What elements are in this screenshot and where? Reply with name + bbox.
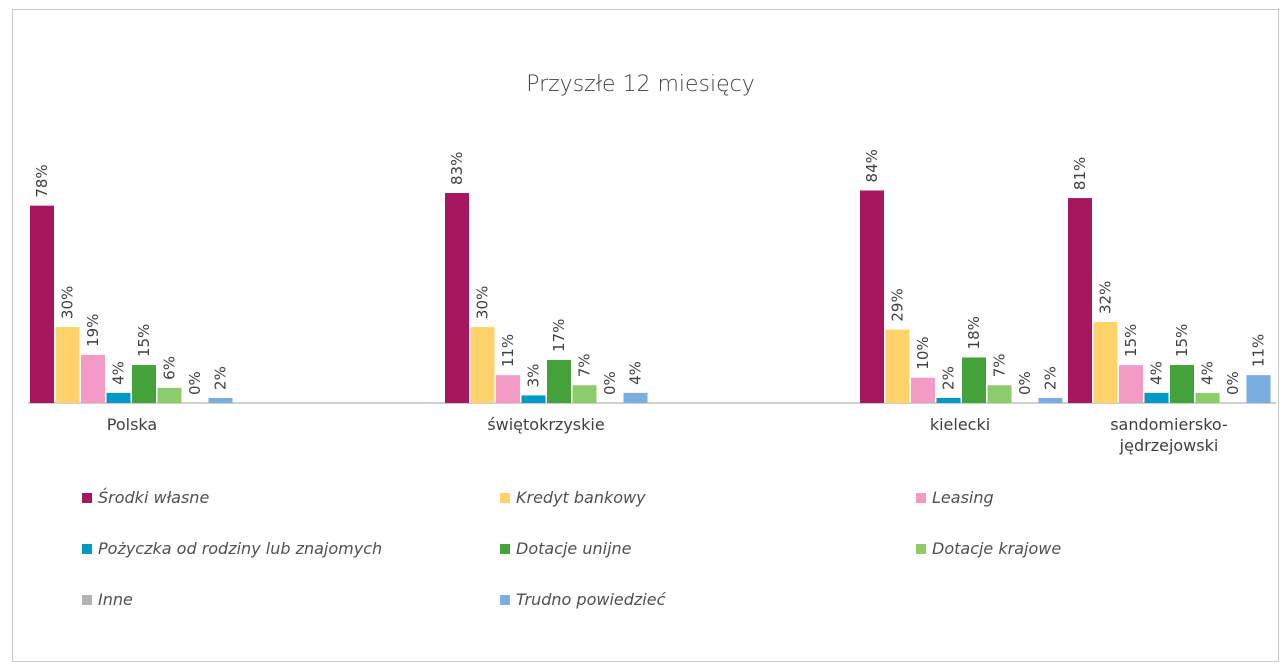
bar [1144, 392, 1169, 403]
data-label: 4% [1199, 361, 1217, 385]
data-label: 4% [627, 361, 645, 385]
legend-swatch [82, 492, 92, 503]
data-label: 11% [499, 334, 517, 367]
category-label: sandomiersko- [1110, 415, 1228, 434]
bar [55, 327, 80, 403]
legend-swatch [82, 543, 92, 554]
bar [547, 359, 571, 403]
bar [1093, 322, 1118, 403]
legend-swatch [916, 492, 926, 503]
bar [911, 377, 935, 403]
legend-item: Dotacje unijne [500, 539, 632, 558]
chart-frame [12, 9, 1279, 662]
data-label: 19% [84, 314, 102, 347]
data-label: 0% [601, 371, 619, 395]
bar [81, 354, 105, 403]
data-label: 18% [965, 316, 983, 349]
legend-label: Dotacje unijne [516, 539, 632, 558]
legend-item: Leasing [916, 488, 994, 507]
bar [30, 205, 54, 403]
bar [496, 375, 520, 403]
category-label: świętokrzyskie [487, 415, 604, 434]
bar [885, 329, 910, 403]
data-label: 17% [550, 319, 568, 352]
data-label: 32% [1097, 281, 1115, 314]
bar [521, 395, 546, 403]
data-label: 15% [1122, 324, 1140, 357]
bar [860, 190, 884, 403]
data-label: 2% [940, 366, 958, 390]
bar [987, 385, 1012, 403]
bar [470, 327, 495, 403]
bar [106, 392, 131, 403]
bar [1038, 397, 1063, 403]
legend-label: Kredyt bankowy [516, 488, 646, 507]
bar [1246, 375, 1271, 403]
bar [157, 387, 182, 403]
data-label: 7% [576, 353, 594, 377]
data-label: 29% [889, 288, 907, 321]
bar [1195, 392, 1220, 403]
data-label: 15% [135, 324, 153, 357]
data-label: 15% [1173, 324, 1191, 357]
legend-label: Leasing [932, 488, 994, 507]
legend-swatch [500, 594, 510, 605]
bar [445, 193, 469, 403]
data-label: 7% [991, 353, 1009, 377]
legend-label: Środki własne [98, 488, 210, 507]
bar [1068, 198, 1092, 403]
legend-item: Inne [82, 590, 133, 609]
legend-item: Środki własne [82, 488, 209, 507]
data-label: 83% [448, 152, 466, 185]
data-label: 4% [1148, 361, 1166, 385]
data-label: 6% [161, 356, 179, 380]
legend-swatch [500, 543, 510, 554]
bar [572, 385, 597, 403]
legend-item: Kredyt bankowy [500, 488, 646, 507]
category-label: jędrzejowski [1119, 436, 1219, 455]
data-label: 2% [1042, 366, 1060, 390]
data-label: 0% [186, 371, 204, 395]
bar [1170, 365, 1194, 403]
bar [208, 397, 233, 403]
data-label: 78% [33, 164, 51, 197]
data-label: 81% [1071, 157, 1089, 190]
bar [962, 357, 986, 403]
data-label: 2% [212, 366, 230, 390]
data-label: 84% [863, 149, 881, 182]
data-label: 30% [59, 286, 77, 319]
legend-item: Dotacje krajowe [916, 539, 1061, 558]
legend-item: Pożyczka od rodziny lub znajomych [82, 539, 382, 558]
bar [1119, 365, 1143, 403]
legend-label: Inne [98, 590, 133, 609]
legend-label: Pożyczka od rodziny lub znajomych [98, 539, 383, 558]
legend-item: Trudno powiedzieć [500, 590, 665, 609]
legend-label: Dotacje krajowe [932, 539, 1062, 558]
data-label: 11% [1250, 334, 1268, 367]
chart-plot: 78% 30% 19% 4% 15% 6% 0% 2% Polska 83% 30% 11% 3% 17%… [28, 149, 1276, 455]
data-label: 30% [474, 286, 492, 319]
legend-swatch [500, 492, 510, 503]
legend-label: Trudno powiedzieć [516, 590, 666, 609]
category-label: Polska [107, 415, 157, 434]
data-label: 4% [110, 361, 128, 385]
bar [132, 365, 156, 403]
data-label: 0% [1016, 371, 1034, 395]
chart-title: Przyszłe 12 miesięcy [526, 72, 755, 97]
category-label: kielecki [930, 415, 990, 434]
data-label: 3% [525, 364, 543, 388]
bar [623, 392, 648, 403]
bar [936, 397, 961, 403]
data-label: 0% [1224, 371, 1242, 395]
legend-swatch [82, 594, 92, 605]
data-label: 10% [914, 336, 932, 369]
legend-swatch [916, 543, 926, 554]
